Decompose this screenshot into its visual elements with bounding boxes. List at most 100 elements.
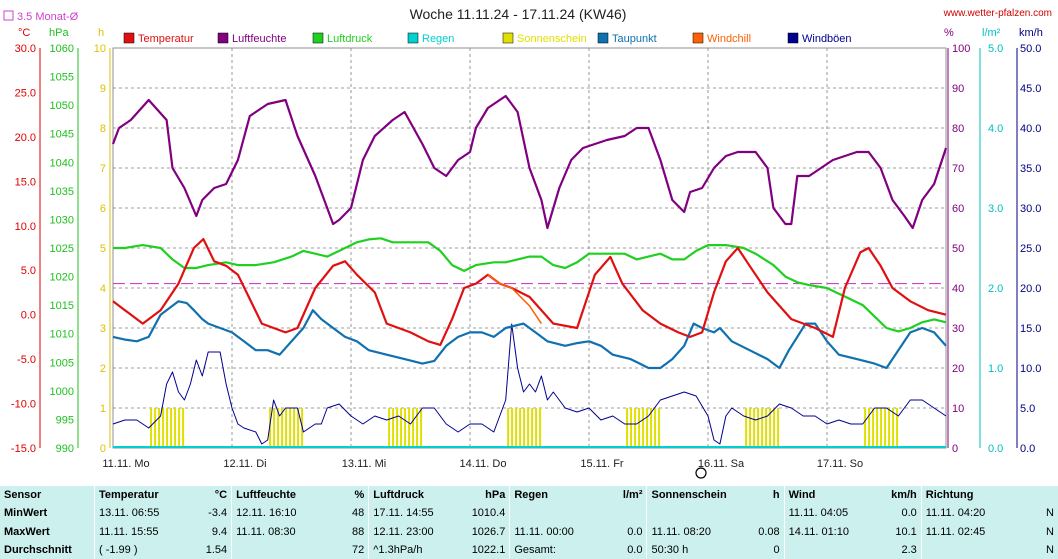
rain-axis-tick: 3.0 [988, 203, 1003, 215]
legend-label: Luftdruck [327, 33, 373, 45]
table-header-cell: Temperatur [93, 486, 191, 505]
table-cell: ( -1.99 ) [93, 540, 191, 559]
legend-label: Luftfeuchte [232, 33, 286, 45]
percent-axis-tick: 50 [952, 243, 964, 255]
percent-axis-tick: 70 [952, 163, 964, 175]
table-header-cell: km/h [891, 489, 917, 502]
wind-axis-tick: 50.0 [1020, 43, 1041, 55]
legend-label: Windchill [707, 33, 751, 45]
pressure-axis-tick: 1045 [50, 129, 74, 141]
legend-swatch [217, 32, 229, 44]
percent-axis-tick: 0 [952, 443, 958, 455]
table-cell: 0.0 [901, 507, 917, 520]
series-luftfeuchte [111, 94, 948, 230]
wind-axis-tick: 40.0 [1020, 123, 1041, 135]
stats-table: Sensor Temperatur °C Luftfeuchte% Luftdruck h… [0, 486, 1058, 559]
table-cell: 2.3 [901, 543, 917, 556]
pressure-axis-tick: 995 [56, 414, 74, 426]
table-cell: 72 [352, 543, 365, 556]
pressure-axis-tick: 1035 [50, 186, 74, 198]
table-cell: 48 [352, 507, 365, 520]
table-cell: 11.11. 04:20 [920, 504, 1017, 523]
table-header-cell [1017, 486, 1058, 504]
percent-axis-tick: 60 [952, 203, 964, 215]
table-cell: 9.4 [211, 525, 228, 538]
table-cell: 0.0 [627, 543, 643, 556]
percent-axis-tick: 30 [952, 323, 964, 335]
table-header-cell: Sensor [4, 489, 42, 502]
hours-axis-tick: 3 [100, 323, 106, 335]
pressure-axis-tick: 990 [56, 443, 74, 455]
table-row: Durchschnitt ( -1.99 ) 1.54 72 ^1.3hPa/h 1022… [0, 540, 1058, 559]
legend-label: Sonnenschein [517, 33, 587, 45]
table-cell: 11.11. 08:30 [231, 522, 328, 541]
table-header-cell: % [354, 489, 365, 502]
temp-axis-tick: -5.0 [17, 354, 36, 366]
table-header-cell: h [772, 489, 780, 502]
rain-axis-tick: 2.0 [988, 283, 1003, 295]
table-header-cell: Luftdruck [368, 486, 465, 505]
table-cell [509, 504, 606, 523]
x-tick-label: 14.11. Do [460, 458, 507, 470]
table-cell: 14.11. 01:10 [783, 522, 880, 541]
wind-axis-tick: 10.0 [1020, 363, 1041, 375]
table-cell: 11.11. 04:05 [783, 504, 880, 523]
temp-axis-tick: -10.0 [11, 399, 36, 411]
pressure-axis-tick: 1005 [50, 357, 74, 369]
x-tick-label: 15.11. Fr [580, 458, 624, 470]
table-header-cell: Wind [783, 486, 880, 505]
table-cell: ^1.3hPa/h [368, 540, 465, 559]
rain-axis-tick: 1.0 [988, 363, 1003, 375]
table-cell: N [1046, 507, 1054, 520]
pressure-unit-label: hPa [49, 27, 69, 39]
x-tick-label: 11.11. Mo [102, 458, 149, 470]
temp-axis-tick: 0.0 [21, 310, 36, 322]
table-cell: 0.08 [758, 525, 780, 538]
pressure-axis-tick: 1015 [50, 300, 74, 312]
x-axis-labels: 11.11. Mo 12.11. Di 13.11. Mi 14.11. Do 15.1… [102, 458, 863, 470]
table-header-cell: hPa [485, 489, 506, 502]
table-cell: 12.11. 16:10 [231, 504, 328, 523]
table-cell: Durchschnitt [4, 543, 72, 556]
pressure-axis-tick: 1060 [50, 43, 74, 55]
table-cell: 10.1 [895, 525, 917, 538]
table-cell: 1.54 [205, 543, 228, 556]
x-tick-label: 16.11. Sa [698, 458, 745, 470]
temp-axis-tick: 25.0 [15, 87, 36, 99]
pressure-axis-tick: 1010 [50, 329, 74, 341]
hours-axis-tick: 9 [100, 83, 106, 95]
table-cell: MinWert [4, 507, 48, 520]
table-cell: MaxWert [4, 525, 50, 538]
table-header-row: Sensor Temperatur °C Luftfeuchte% Luftdruck h… [0, 486, 1058, 505]
pressure-axis-tick: 1050 [50, 100, 74, 112]
hours-axis-tick: 10 [94, 43, 106, 55]
table-cell: 88 [352, 525, 365, 538]
table-cell: -3.4 [208, 507, 228, 520]
table-cell: Gesamt: [509, 540, 606, 559]
current-time-marker-icon [695, 467, 707, 479]
percent-axis-tick: 40 [952, 283, 964, 295]
legend-swatch [692, 32, 704, 44]
hours-axis-tick: 1 [100, 403, 106, 415]
legend-label: Windböen [802, 33, 852, 45]
table-header-cell: Sonnenschein [646, 486, 743, 505]
table-cell: 0 [773, 543, 780, 556]
wind-axis-tick: 35.0 [1020, 163, 1041, 175]
temp-axis-tick: 30.0 [15, 43, 36, 55]
series-windben [112, 323, 947, 445]
percent-axis-tick: 10 [952, 403, 964, 415]
legend-label: Regen [422, 33, 454, 45]
monthly-avg-label: 3.5 Monat-Ø [17, 11, 79, 23]
table-cell: N [1046, 525, 1054, 538]
table-cell: 11.11. 00:00 [509, 522, 606, 541]
table-cell: 13.11. 06:55 [93, 504, 191, 523]
chart-canvas: Woche 11.11.24 - 17.11.24 (KW46) www.wet… [3, 6, 1052, 479]
table-cell [743, 504, 785, 522]
legend-label: Temperatur [138, 33, 194, 45]
hours-axis-tick: 4 [100, 283, 106, 295]
site-link[interactable]: www.wetter-pfalzen.com [943, 8, 1052, 19]
pressure-axis-tick: 1000 [50, 386, 74, 398]
wind-unit-label: km/h [1019, 27, 1043, 39]
table-header-cell: l/m² [622, 489, 643, 502]
